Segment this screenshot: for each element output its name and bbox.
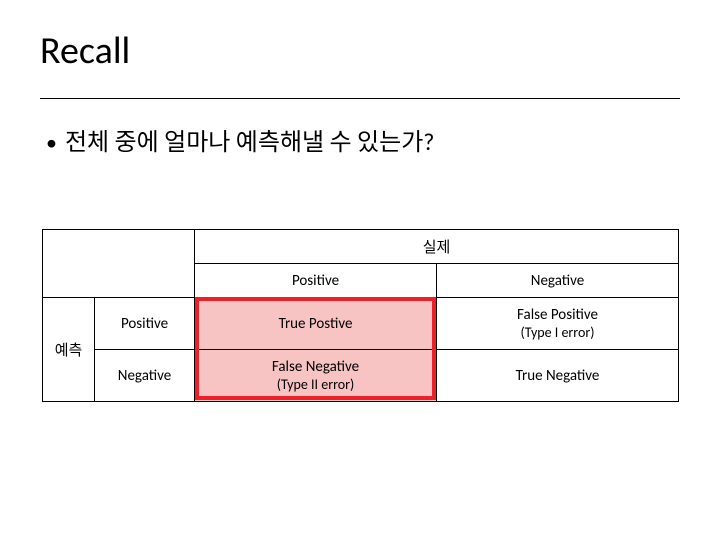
fp-line1: False Positive bbox=[517, 306, 598, 324]
slide: Recall • 전체 중에 얼마나 예측해낼 수 있는가? 실제 Positi… bbox=[0, 0, 720, 402]
corner-cell bbox=[43, 230, 195, 298]
cell-true-positive: True Postive bbox=[195, 298, 437, 350]
bullet-item: • 전체 중에 얼마나 예측해낼 수 있는가? bbox=[40, 127, 680, 159]
row-header-negative: Negative bbox=[95, 350, 195, 402]
fp-line2: (Type I error) bbox=[521, 324, 595, 341]
confusion-matrix: 실제 Positive Negative 예측 Positive True Po… bbox=[42, 229, 678, 402]
fn-line1: False Negative bbox=[272, 358, 359, 376]
slide-title: Recall bbox=[40, 28, 680, 74]
fn-line2: (Type II error) bbox=[277, 376, 355, 393]
title-underline bbox=[40, 98, 680, 99]
cell-false-negative: False Negative (Type II error) bbox=[195, 350, 437, 402]
table-row: Negative False Negative (Type II error) … bbox=[43, 350, 679, 402]
confusion-table: 실제 Positive Negative 예측 Positive True Po… bbox=[42, 229, 679, 402]
cell-false-positive: False Positive (Type I error) bbox=[437, 298, 679, 350]
table-row: 실제 bbox=[43, 230, 679, 264]
row-header-positive: Positive bbox=[95, 298, 195, 350]
cell-true-negative: True Negative bbox=[437, 350, 679, 402]
table-row: 예측 Positive True Postive False Positive … bbox=[43, 298, 679, 350]
bullet-text: 전체 중에 얼마나 예측해낼 수 있는가? bbox=[65, 127, 434, 159]
bullet-icon: • bbox=[46, 127, 57, 159]
col-header-negative: Negative bbox=[437, 264, 679, 298]
col-header-positive: Positive bbox=[195, 264, 437, 298]
predicted-header: 예측 bbox=[43, 298, 95, 402]
actual-header: 실제 bbox=[195, 230, 679, 264]
